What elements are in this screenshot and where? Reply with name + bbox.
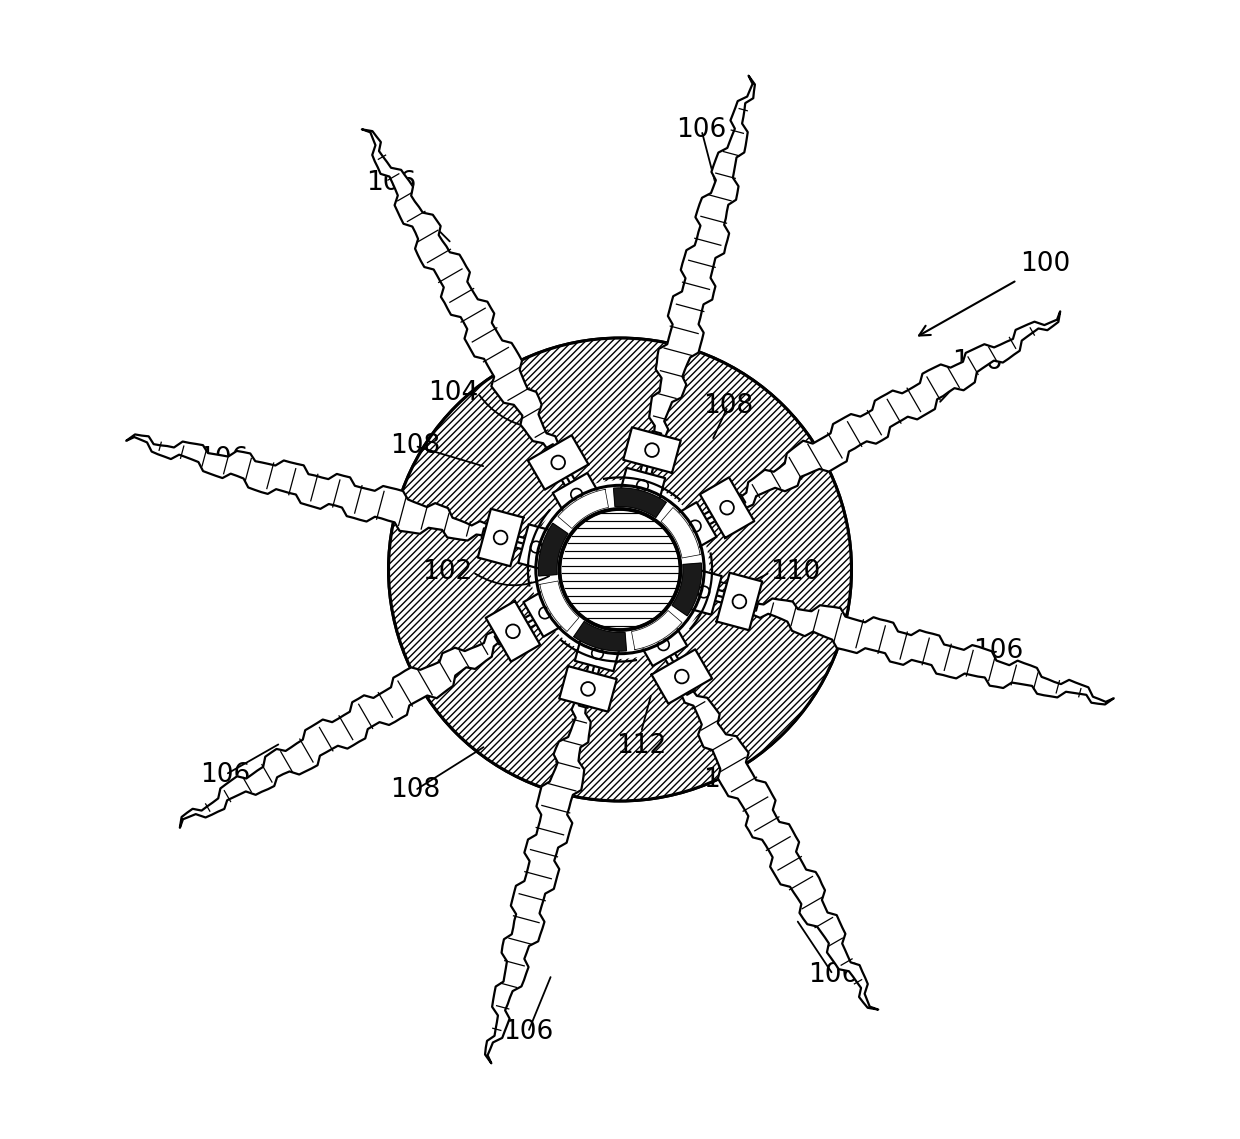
Polygon shape [631,611,682,649]
Polygon shape [553,473,600,516]
Circle shape [388,338,852,801]
Polygon shape [559,666,616,712]
Polygon shape [686,570,722,615]
Polygon shape [699,477,754,538]
Polygon shape [673,654,878,1009]
Polygon shape [126,434,522,547]
Circle shape [552,456,565,469]
Polygon shape [362,130,567,485]
Text: 108: 108 [703,393,753,419]
Polygon shape [713,589,759,611]
Polygon shape [624,427,681,473]
Circle shape [675,670,688,683]
Text: 106: 106 [808,961,858,988]
Polygon shape [539,581,579,631]
Circle shape [698,587,709,598]
Polygon shape [546,444,577,489]
Polygon shape [477,509,523,566]
Circle shape [494,531,507,544]
Polygon shape [640,623,687,666]
Circle shape [645,443,658,457]
Polygon shape [558,490,609,528]
Circle shape [657,639,670,650]
Polygon shape [704,311,1060,517]
Text: 106: 106 [952,349,1003,375]
Circle shape [636,480,649,491]
Circle shape [720,501,734,515]
Polygon shape [518,524,554,570]
Text: 112: 112 [616,732,666,759]
Circle shape [559,509,681,630]
Text: 100: 100 [919,252,1070,336]
Text: 106: 106 [973,638,1024,664]
Text: 108: 108 [703,767,753,793]
Polygon shape [663,650,694,695]
Polygon shape [620,468,665,503]
Polygon shape [481,528,527,550]
Text: 106: 106 [366,170,417,196]
Text: 106: 106 [502,1019,553,1046]
Circle shape [531,541,542,552]
Polygon shape [486,601,541,662]
Circle shape [531,480,709,659]
Polygon shape [702,494,745,526]
Text: 104: 104 [428,380,477,407]
Polygon shape [579,662,600,707]
Circle shape [591,648,604,659]
Polygon shape [718,592,1114,704]
Text: 108: 108 [389,778,440,803]
Circle shape [582,682,595,696]
Circle shape [733,595,746,608]
Text: 106: 106 [201,762,250,788]
Polygon shape [495,613,538,645]
Polygon shape [673,502,717,550]
Polygon shape [574,622,626,652]
Polygon shape [485,667,598,1064]
Text: 106: 106 [197,446,248,472]
Polygon shape [180,623,536,828]
Text: 106: 106 [676,117,727,144]
Polygon shape [642,75,755,472]
Text: 102: 102 [423,559,472,585]
Circle shape [388,338,852,801]
Polygon shape [538,523,568,576]
Polygon shape [528,435,589,490]
Polygon shape [717,573,763,630]
Polygon shape [672,563,702,616]
Polygon shape [651,649,712,704]
Text: 108: 108 [389,433,440,459]
Text: 110: 110 [770,559,820,585]
Circle shape [506,624,520,638]
Polygon shape [640,432,661,477]
Circle shape [689,521,701,532]
Polygon shape [661,508,701,558]
Polygon shape [614,487,666,517]
Circle shape [570,489,583,500]
Circle shape [539,607,551,618]
Polygon shape [575,636,620,671]
Polygon shape [523,589,567,637]
